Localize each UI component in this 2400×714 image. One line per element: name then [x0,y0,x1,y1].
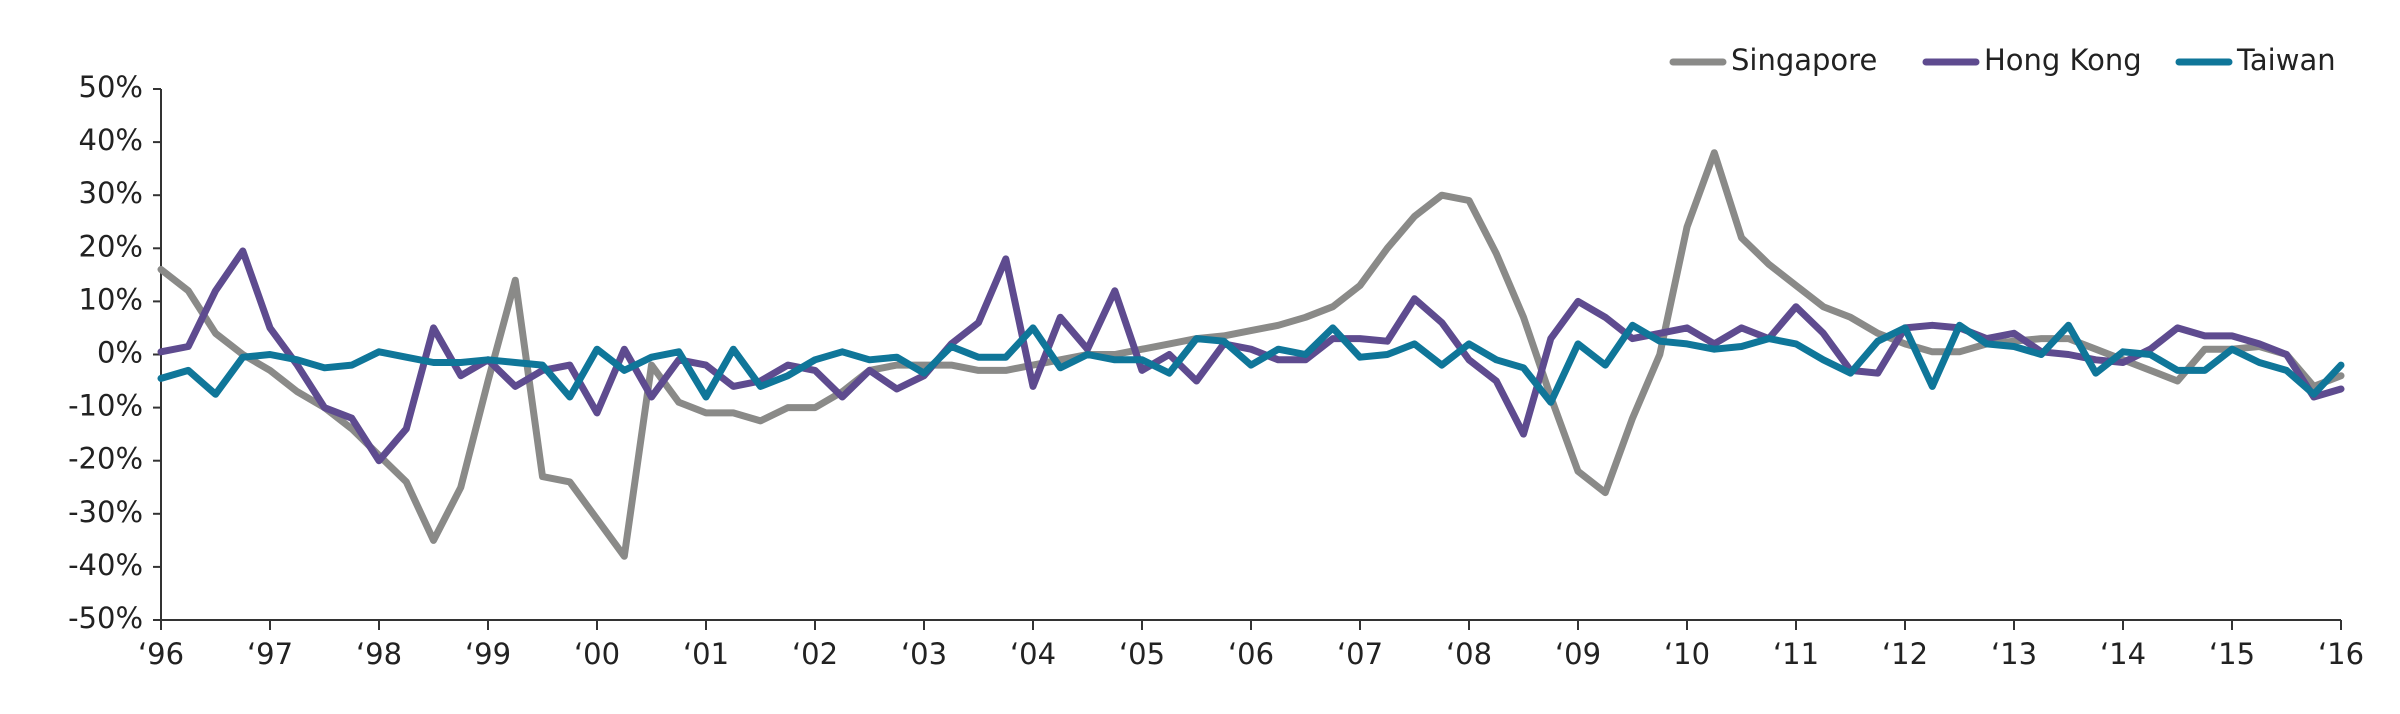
y-tick-label: -30% [68,495,143,529]
y-tick-label: -10% [68,389,143,423]
x-tick-label: ‘00 [574,637,620,671]
series-line [157,247,2345,465]
legend-label: Singapore [1731,43,1877,77]
x-tick-label: ‘16 [2318,637,2364,671]
x-tick-label: ‘99 [465,637,511,671]
x-tick-label: ‘04 [1010,637,1056,671]
x-tick-label: ‘06 [1228,637,1274,671]
series-line [157,321,2345,406]
x-tick-label: ‘07 [1337,637,1383,671]
x-tick-label: ‘13 [1991,637,2037,671]
y-tick-label: 0% [97,336,143,370]
x-tick-label: ‘09 [1555,637,1601,671]
y-tick-label: -50% [68,601,143,635]
x-tick-label: ‘05 [1119,637,1165,671]
legend-label: Taiwan [2236,43,2336,77]
x-tick-label: ‘11 [1773,637,1819,671]
x-tick-label: ‘15 [2209,637,2255,671]
x-tick-label: ‘01 [683,637,729,671]
y-tick-label: 40% [79,123,143,157]
y-tick-label: 30% [79,176,143,210]
x-tick-label: ‘10 [1664,637,1710,671]
legend-label: Hong Kong [1984,43,2142,77]
x-tick-label: ‘12 [1882,637,1928,671]
x-tick-label: ‘96 [138,637,184,671]
x-tick-label: ‘98 [356,637,402,671]
y-tick-label: 10% [79,282,143,316]
x-tick-label: ‘97 [247,637,293,671]
x-tick-label: ‘02 [792,637,838,671]
x-tick-label: ‘08 [1446,637,1492,671]
x-tick-label: ‘03 [901,637,947,671]
y-tick-label: 50% [79,70,143,104]
y-tick-label: -20% [68,442,143,476]
y-tick-label: 20% [79,229,143,263]
series-line [157,149,2345,560]
y-tick-label: -40% [68,548,143,582]
x-tick-label: ‘14 [2100,637,2146,671]
